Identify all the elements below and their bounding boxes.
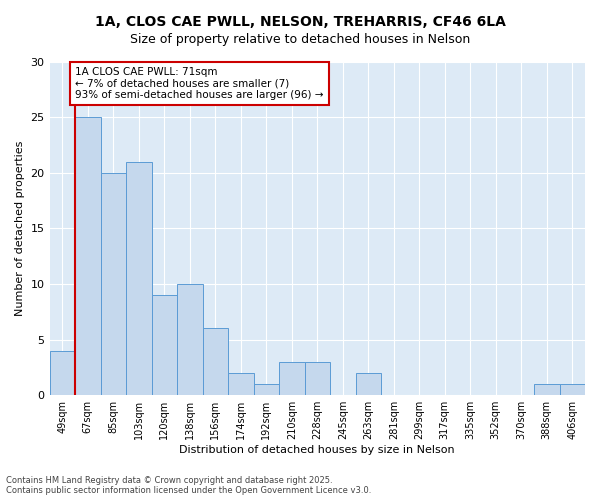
Bar bbox=[126, 162, 152, 395]
Text: Contains HM Land Registry data © Crown copyright and database right 2025.
Contai: Contains HM Land Registry data © Crown c… bbox=[6, 476, 371, 495]
X-axis label: Distribution of detached houses by size in Nelson: Distribution of detached houses by size … bbox=[179, 445, 455, 455]
Bar bbox=[279, 362, 305, 395]
Bar bbox=[101, 172, 126, 395]
Text: Size of property relative to detached houses in Nelson: Size of property relative to detached ho… bbox=[130, 32, 470, 46]
Bar bbox=[228, 373, 254, 395]
Bar bbox=[203, 328, 228, 395]
Bar bbox=[305, 362, 330, 395]
Bar bbox=[50, 350, 75, 395]
Bar bbox=[356, 373, 381, 395]
Bar bbox=[254, 384, 279, 395]
Bar bbox=[75, 117, 101, 395]
Bar bbox=[560, 384, 585, 395]
Y-axis label: Number of detached properties: Number of detached properties bbox=[15, 140, 25, 316]
Text: 1A, CLOS CAE PWLL, NELSON, TREHARRIS, CF46 6LA: 1A, CLOS CAE PWLL, NELSON, TREHARRIS, CF… bbox=[95, 15, 505, 29]
Bar bbox=[152, 295, 177, 395]
Bar bbox=[534, 384, 560, 395]
Text: 1A CLOS CAE PWLL: 71sqm
← 7% of detached houses are smaller (7)
93% of semi-deta: 1A CLOS CAE PWLL: 71sqm ← 7% of detached… bbox=[75, 67, 323, 100]
Bar bbox=[177, 284, 203, 395]
